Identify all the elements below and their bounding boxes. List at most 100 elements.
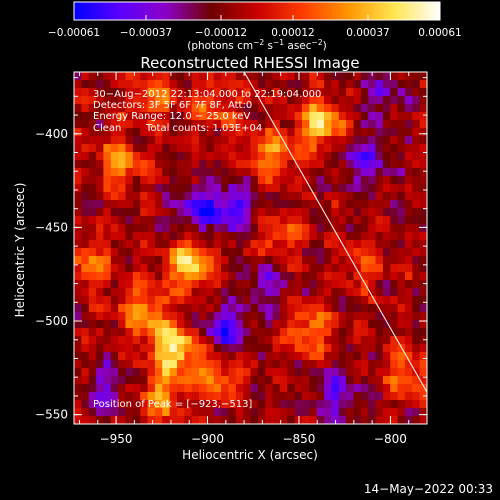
heatmap-cell	[316, 144, 325, 153]
heatmap-cell	[125, 336, 134, 345]
heatmap-cell	[287, 360, 296, 369]
heatmap-cell	[96, 408, 105, 417]
heatmap-cell	[331, 328, 340, 337]
heatmap-cell	[353, 176, 362, 185]
heatmap-cell	[279, 240, 288, 249]
heatmap-cell	[331, 272, 340, 281]
heatmap-cell	[294, 344, 303, 353]
heatmap-cell	[169, 320, 178, 329]
heatmap-cell	[110, 304, 119, 313]
heatmap-cell	[235, 112, 244, 121]
heatmap-cell	[176, 168, 185, 177]
heatmap-cell	[88, 368, 97, 377]
heatmap-cell	[213, 248, 222, 257]
heatmap-cell	[176, 232, 185, 241]
heatmap-cell	[353, 336, 362, 345]
heatmap-cell	[309, 88, 318, 97]
heatmap-cell	[390, 192, 399, 201]
heatmap-cell	[81, 352, 90, 361]
heatmap-cell	[213, 168, 222, 177]
heatmap-cell	[103, 216, 112, 225]
heatmap-cell	[228, 280, 237, 289]
heatmap-cell	[169, 312, 178, 321]
heatmap-cell	[397, 296, 406, 305]
heatmap-cell	[287, 136, 296, 145]
heatmap-cell	[96, 368, 105, 377]
heatmap-cell	[213, 240, 222, 249]
heatmap-cell	[257, 168, 266, 177]
heatmap-cell	[74, 264, 82, 273]
heatmap-cell	[228, 384, 237, 393]
heatmap-cell	[309, 400, 318, 409]
heatmap-cell	[243, 392, 252, 401]
heatmap-cell	[397, 392, 406, 401]
heatmap-cell	[206, 336, 215, 345]
heatmap-cell	[184, 80, 193, 89]
heatmap-cell	[309, 264, 318, 273]
heatmap-cell	[140, 392, 149, 401]
heatmap-cell	[206, 320, 215, 329]
heatmap-cell	[154, 328, 163, 337]
heatmap-cell	[81, 240, 90, 249]
heatmap-cell	[346, 304, 355, 313]
heatmap-cell	[324, 312, 332, 321]
heatmap-cell	[390, 152, 399, 161]
heatmap-cell	[390, 136, 399, 145]
heatmap-cell	[110, 272, 119, 281]
heatmap-cell	[103, 400, 112, 409]
heatmap-cell	[118, 288, 127, 297]
heatmap-cell	[404, 136, 413, 145]
heatmap-cell	[81, 88, 90, 97]
heatmap-cell	[287, 248, 296, 257]
heatmap-cell	[74, 376, 82, 385]
heatmap-cell	[125, 224, 134, 233]
heatmap-cell	[346, 72, 355, 81]
heatmap-cell	[74, 384, 82, 393]
x-tick-label: −900	[191, 432, 224, 446]
heatmap-cell	[368, 216, 377, 225]
heatmap-cell	[154, 112, 163, 121]
heatmap-cell	[199, 416, 207, 424]
heatmap-cell	[412, 416, 421, 424]
heatmap-cell	[118, 152, 127, 161]
heatmap-cell	[243, 184, 252, 193]
heatmap-cell	[279, 408, 288, 417]
heatmap-cell	[360, 328, 369, 337]
heatmap-cell	[81, 312, 90, 321]
heatmap-cell	[147, 352, 156, 361]
heatmap-cell	[169, 336, 178, 345]
heatmap-cell	[213, 272, 222, 281]
heatmap-cell	[279, 208, 288, 217]
heatmap-cell	[206, 80, 215, 89]
heatmap-cell	[88, 288, 97, 297]
heatmap-cell	[279, 400, 288, 409]
heatmap-cell	[96, 328, 105, 337]
heatmap-cell	[96, 336, 105, 345]
heatmap-cell	[324, 304, 332, 313]
heatmap-cell	[346, 232, 355, 241]
heatmap-cell	[404, 360, 413, 369]
heatmap-cell	[390, 280, 399, 289]
heatmap-cell	[169, 344, 178, 353]
heatmap-cell	[96, 128, 105, 137]
heatmap-cell	[279, 384, 288, 393]
colorbar-tick-label: −0.00061	[48, 27, 100, 39]
heatmap-cell	[154, 336, 163, 345]
heatmap-cell	[103, 320, 112, 329]
heatmap-cell	[346, 136, 355, 145]
heatmap-cell	[191, 200, 200, 209]
heatmap-cell	[353, 384, 362, 393]
heatmap-cell	[221, 264, 230, 273]
heatmap-cell	[169, 352, 178, 361]
heatmap-cell	[257, 368, 266, 377]
heatmap-cell	[162, 280, 171, 289]
heatmap-cell	[96, 144, 105, 153]
heatmap-cell	[132, 416, 141, 424]
heatmap-cell	[184, 128, 193, 137]
heatmap-cell	[74, 240, 82, 249]
heatmap-cell	[199, 336, 207, 345]
heatmap-cell	[279, 160, 288, 169]
heatmap-cell	[96, 400, 105, 409]
heatmap-cell	[235, 152, 244, 161]
heatmap-cell	[265, 352, 274, 361]
